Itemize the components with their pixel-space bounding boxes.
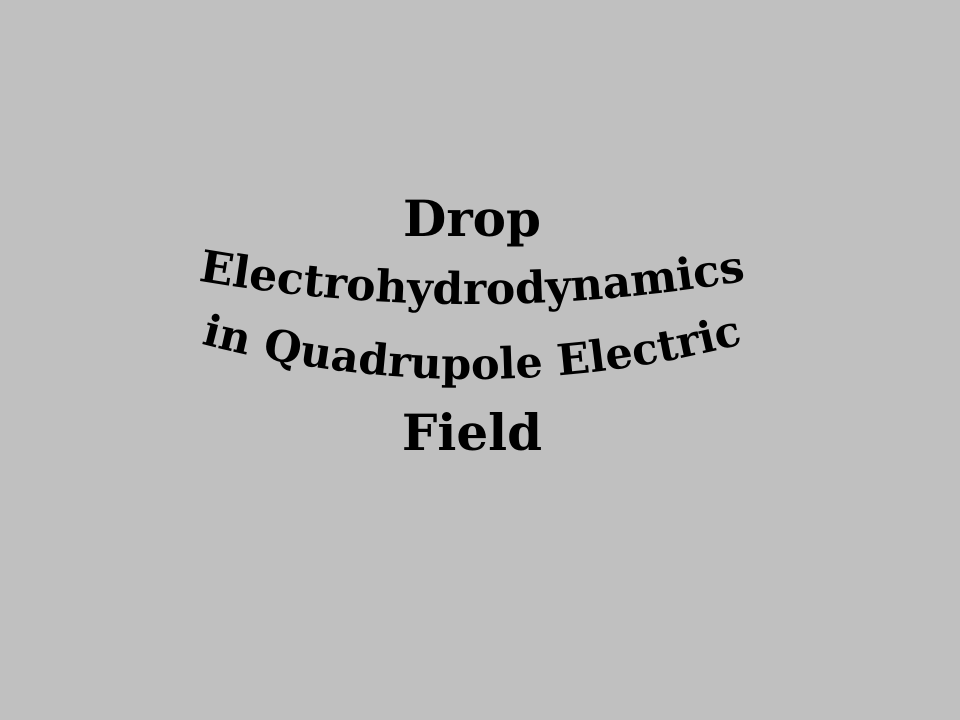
- title-line-3-path: in Quadrupole Electric: [198, 306, 746, 390]
- title-line-1: Drop: [403, 189, 541, 248]
- title-line-2-path: Electrohydrodynamics: [196, 241, 747, 315]
- title-line-2: Electrohydrodynamics: [196, 241, 747, 315]
- title-line-4: Field: [402, 403, 542, 462]
- title-line-3: in Quadrupole Electric: [198, 306, 746, 390]
